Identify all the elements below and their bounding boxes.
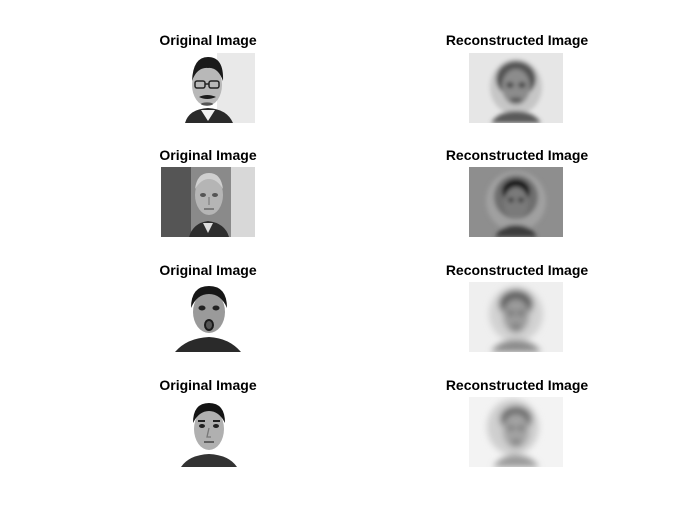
reconstructed-image-title-3: Reconstructed Image bbox=[417, 262, 617, 278]
original-image-title-1: Original Image bbox=[108, 32, 308, 48]
reconstructed-image-3 bbox=[469, 282, 563, 352]
reconstructed-image-1 bbox=[469, 53, 563, 123]
original-image-title-2: Original Image bbox=[108, 147, 308, 163]
reconstructed-image-title-2: Reconstructed Image bbox=[417, 147, 617, 163]
reconstructed-image-title-1: Reconstructed Image bbox=[417, 32, 617, 48]
original-image-title-3: Original Image bbox=[108, 262, 308, 278]
original-image-1 bbox=[161, 53, 255, 123]
reconstructed-image-title-4: Reconstructed Image bbox=[417, 377, 617, 393]
original-image-title-4: Original Image bbox=[108, 377, 308, 393]
original-image-2 bbox=[161, 167, 255, 237]
reconstructed-image-2 bbox=[469, 167, 563, 237]
original-image-3 bbox=[161, 282, 255, 352]
reconstructed-image-4 bbox=[469, 397, 563, 467]
original-image-4 bbox=[161, 397, 255, 467]
